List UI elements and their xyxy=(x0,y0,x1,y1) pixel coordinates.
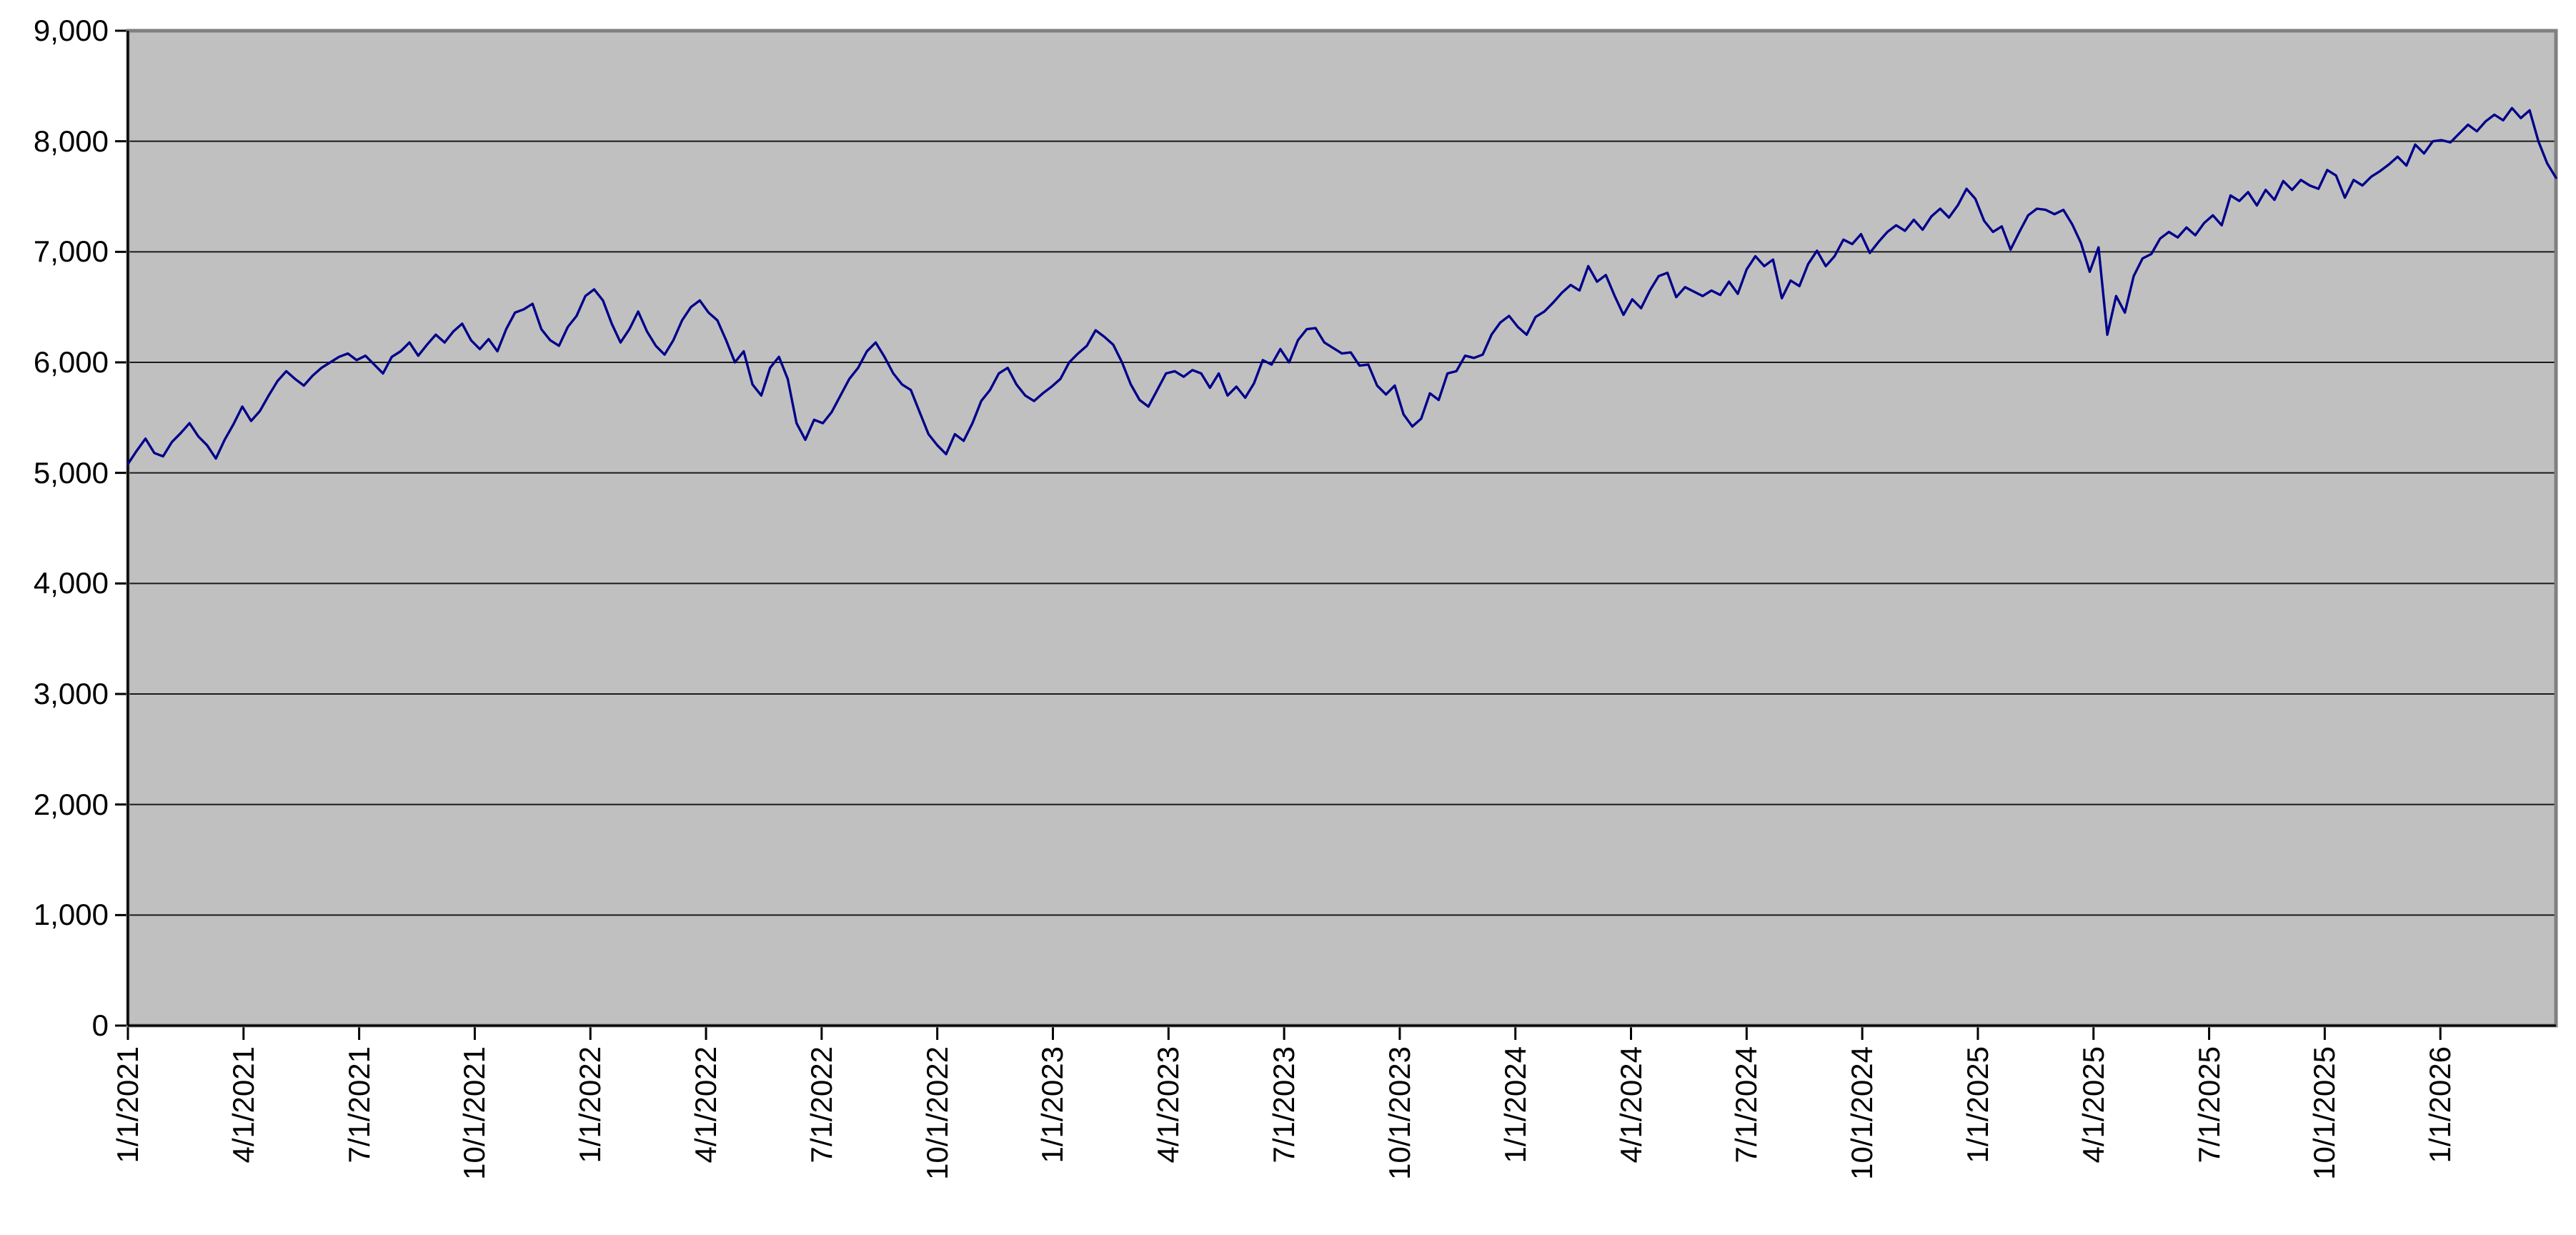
x-axis-label: 7/1/2022 xyxy=(804,1046,838,1164)
y-axis-label: 0 xyxy=(91,1008,109,1042)
y-axis-label: 9,000 xyxy=(33,14,109,47)
x-axis-label: 4/1/2022 xyxy=(689,1046,723,1164)
plot-area xyxy=(128,31,2556,1026)
y-axis-label: 2,000 xyxy=(33,787,109,821)
x-axis-label: 10/1/2022 xyxy=(920,1046,954,1180)
x-axis-label: 4/1/2023 xyxy=(1151,1046,1185,1164)
y-axis-label: 7,000 xyxy=(33,234,109,269)
x-axis-label: 1/1/2026 xyxy=(2423,1046,2457,1164)
y-axis-label: 4,000 xyxy=(33,566,109,600)
x-axis-label: 10/1/2025 xyxy=(2307,1046,2342,1180)
x-axis-label: 7/1/2023 xyxy=(1267,1046,1301,1164)
x-axis-label: 1/1/2022 xyxy=(573,1046,607,1164)
y-axis-label: 5,000 xyxy=(33,455,109,490)
x-axis-label: 10/1/2023 xyxy=(1382,1046,1416,1180)
series-line xyxy=(126,106,2557,465)
x-axis-label: 7/1/2025 xyxy=(2192,1046,2226,1164)
x-axis-label: 4/1/2024 xyxy=(1613,1046,1648,1164)
x-axis-label: 1/1/2024 xyxy=(1498,1046,1532,1164)
x-axis-label: 10/1/2024 xyxy=(1845,1046,1879,1180)
x-axis-label: 1/1/2025 xyxy=(1960,1046,1994,1164)
x-axis-label: 1/1/2021 xyxy=(111,1046,144,1164)
y-axis-label: 8,000 xyxy=(33,124,109,158)
x-axis-label: 1/1/2023 xyxy=(1035,1046,1070,1164)
x-axis-label: 4/1/2021 xyxy=(226,1046,260,1164)
y-axis-label: 6,000 xyxy=(33,345,109,379)
x-axis-label: 7/1/2021 xyxy=(342,1046,376,1164)
x-axis-label: 7/1/2024 xyxy=(1729,1046,1764,1164)
y-axis-label: 3,000 xyxy=(33,677,109,710)
x-axis-label: 4/1/2025 xyxy=(2076,1046,2110,1164)
y-axis-label: 1,000 xyxy=(33,898,109,932)
x-axis-label: 10/1/2021 xyxy=(457,1046,492,1180)
